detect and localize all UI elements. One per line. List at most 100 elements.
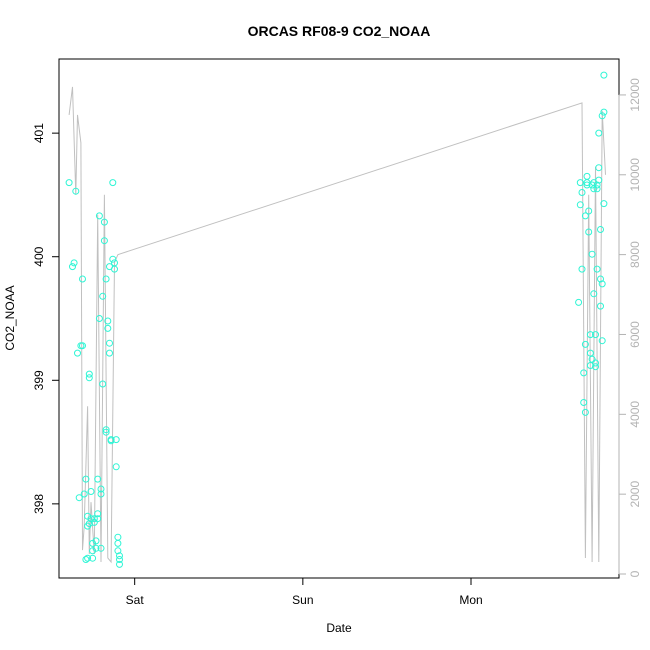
data-point <box>99 292 107 300</box>
data-point <box>581 340 589 348</box>
data-point <box>99 380 107 388</box>
data-point <box>106 349 113 357</box>
data-point <box>575 298 583 306</box>
data-point <box>598 280 606 288</box>
data-point <box>578 265 586 273</box>
data-point <box>104 317 112 325</box>
data-point <box>597 275 604 283</box>
data-point <box>97 490 105 498</box>
data-point <box>72 187 80 195</box>
data-point <box>114 547 122 555</box>
data-point <box>598 112 606 120</box>
data-point <box>100 218 108 226</box>
data-point <box>102 428 110 436</box>
data-point <box>92 544 100 552</box>
data-point <box>69 263 76 271</box>
data-point <box>580 399 588 406</box>
x-tick-label: Mon <box>459 593 482 607</box>
data-point <box>82 475 90 483</box>
data-point <box>576 201 584 209</box>
data-point <box>107 437 115 445</box>
data-point <box>600 200 608 208</box>
data-point <box>104 324 112 332</box>
y-tick-label: 399 <box>32 370 46 390</box>
data-point <box>590 290 598 298</box>
data-point <box>82 556 90 563</box>
y2-tick-label: 2000 <box>628 481 642 508</box>
data-point <box>583 181 591 189</box>
data-point <box>593 181 601 189</box>
data-point <box>593 185 601 193</box>
data-point <box>111 259 118 267</box>
data-point <box>112 436 120 444</box>
data-point <box>79 342 86 350</box>
data-point <box>116 552 123 560</box>
data-point <box>586 349 594 357</box>
x-axis: Sat Sun Mon <box>126 577 483 607</box>
data-point <box>106 339 113 347</box>
data-point <box>94 515 102 523</box>
data-point <box>90 515 98 523</box>
data-point <box>75 494 83 502</box>
data-point <box>597 302 604 310</box>
y2-tick-label: 12000 <box>628 78 642 112</box>
data-point <box>595 164 603 172</box>
y-tick-label: 398 <box>32 494 46 514</box>
y2-tick-label: 8000 <box>628 241 642 268</box>
data-point <box>92 537 100 545</box>
data-point <box>583 172 591 180</box>
data-point <box>600 108 608 116</box>
x-axis-label: Date <box>326 621 352 635</box>
data-point <box>97 544 105 552</box>
data-point <box>592 331 599 339</box>
data-point <box>85 374 93 382</box>
data-point <box>114 539 122 547</box>
data-point <box>109 179 117 187</box>
data-point <box>595 129 603 137</box>
data-point <box>79 275 86 283</box>
data-point <box>70 259 78 267</box>
data-point <box>94 510 102 518</box>
data-point <box>97 485 105 493</box>
data-point <box>114 533 122 541</box>
co2-series-line <box>68 86 606 564</box>
data-point <box>84 554 92 562</box>
data-point <box>112 463 120 471</box>
y2-tick-label: 0 <box>628 570 642 577</box>
x-tick-label: Sun <box>292 593 313 607</box>
data-point <box>100 237 108 245</box>
y2-axis: 0 2000 4000 6000 8000 10000 12000 <box>618 78 642 577</box>
data-point <box>592 359 599 367</box>
data-point <box>585 207 593 215</box>
data-point <box>595 176 603 184</box>
x-tick-label: Sat <box>126 593 145 607</box>
data-point <box>578 189 586 196</box>
data-point <box>600 71 608 79</box>
y2-tick-label: 6000 <box>628 321 642 348</box>
data-point <box>588 250 596 258</box>
data-point <box>85 370 93 378</box>
data-point <box>585 228 593 236</box>
data-point <box>581 408 589 416</box>
co2-point-series <box>65 71 608 568</box>
y2-tick-label: 4000 <box>628 401 642 428</box>
y-axis: 398 399 400 401 <box>32 123 60 514</box>
data-point <box>598 337 606 345</box>
plot-frame <box>58 58 620 579</box>
data-point <box>581 212 589 220</box>
chart-title: ORCAS RF08-9 CO2_NOAA <box>248 23 431 39</box>
data-point <box>94 475 102 483</box>
data-point <box>580 369 588 377</box>
data-point <box>74 349 81 357</box>
data-point <box>116 556 123 563</box>
data-point <box>586 331 594 339</box>
co2-line-series <box>68 86 606 564</box>
y-axis-label: CO2_NOAA <box>3 285 17 350</box>
data-point <box>593 265 601 273</box>
data-point <box>80 490 88 498</box>
data-point <box>576 179 584 187</box>
data-point <box>597 226 604 233</box>
y2-tick-label: 10000 <box>628 158 642 192</box>
data-point <box>89 554 97 562</box>
data-point <box>102 426 110 434</box>
